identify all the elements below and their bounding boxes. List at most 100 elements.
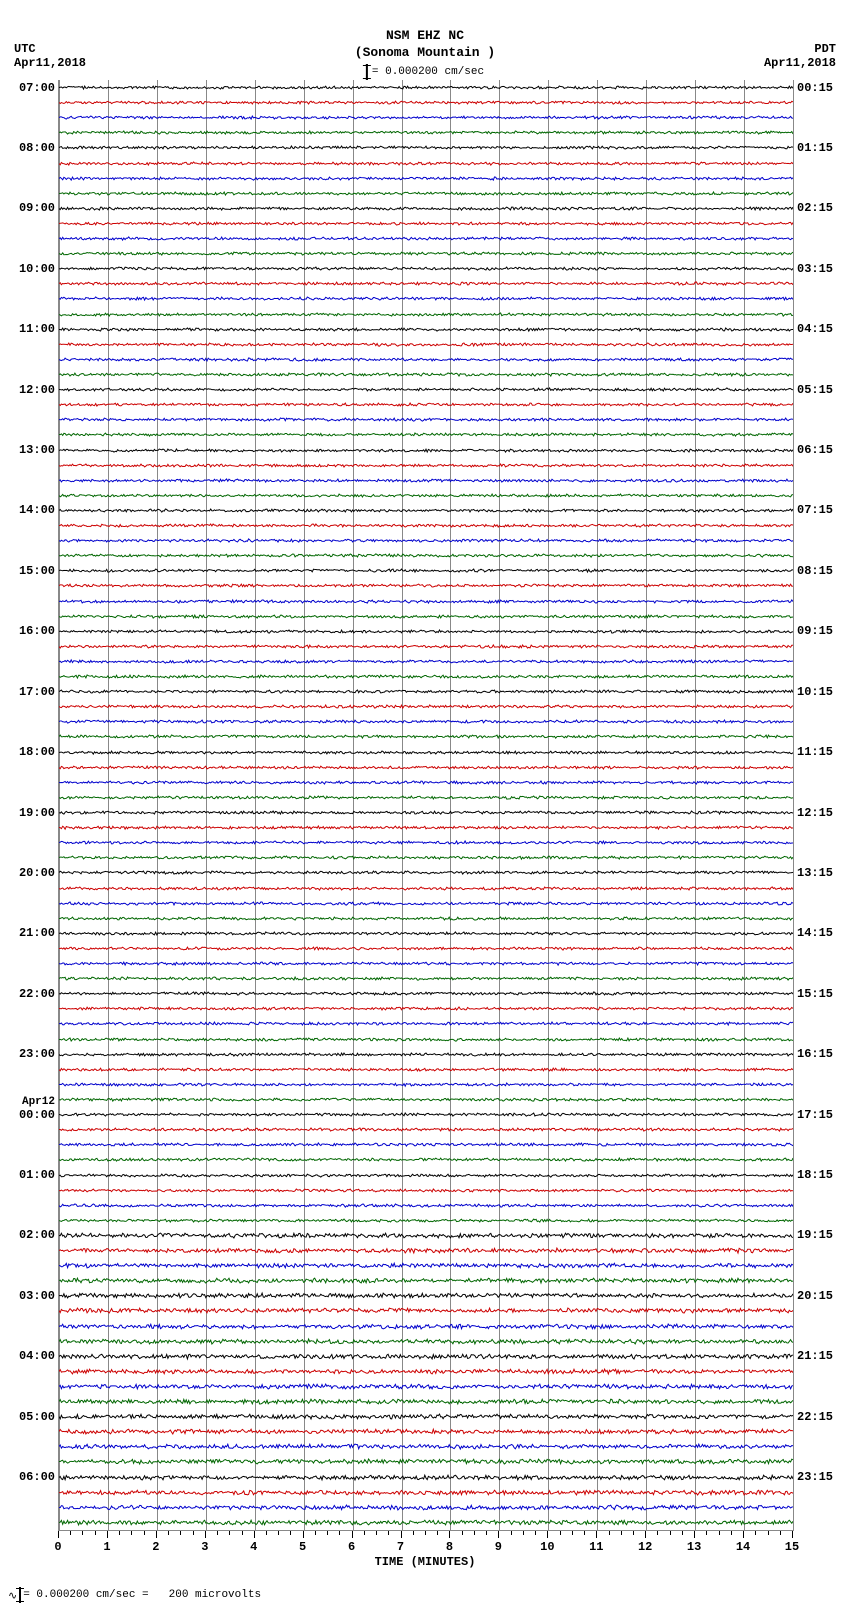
seismic-trace <box>59 1319 793 1334</box>
xtick-minor <box>168 1531 169 1535</box>
seismic-trace: 04:0021:15 <box>59 1349 793 1364</box>
seismic-trace <box>59 352 793 367</box>
xtick <box>107 1531 108 1538</box>
xtick-minor <box>621 1531 622 1535</box>
utc-time-label: 22:00 <box>19 987 59 1001</box>
xtick-minor <box>82 1531 83 1535</box>
seismic-trace <box>59 896 793 911</box>
footer-scale: ∿ = 0.000200 cm/sec = 200 microvolts <box>0 1567 850 1611</box>
xtick-label: 3 <box>201 1540 208 1554</box>
xtick-minor <box>486 1531 487 1535</box>
seismic-trace <box>59 669 793 684</box>
xtick-minor <box>119 1531 120 1535</box>
seismic-trace <box>59 1379 793 1394</box>
gridline <box>744 80 745 1530</box>
pdt-time-label: 12:15 <box>793 806 833 820</box>
xtick-minor <box>229 1531 230 1535</box>
gridline <box>793 80 794 1530</box>
utc-time-label: 23:00 <box>19 1047 59 1061</box>
gridline <box>646 80 647 1530</box>
seismic-trace <box>59 1515 793 1530</box>
xtick-minor <box>572 1531 573 1535</box>
seismic-trace <box>59 231 793 246</box>
xtick-minor <box>755 1531 756 1535</box>
seismic-trace <box>59 156 793 171</box>
seismic-trace <box>59 699 793 714</box>
pdt-time-label: 11:15 <box>793 745 833 759</box>
xtick-label: 5 <box>299 1540 306 1554</box>
seismic-trace <box>59 307 793 322</box>
xtick-label: 8 <box>446 1540 453 1554</box>
seismic-trace <box>59 125 793 140</box>
seismic-trace <box>59 216 793 231</box>
xtick-minor <box>327 1531 328 1535</box>
seismic-trace <box>59 1258 793 1273</box>
seismic-trace: 09:0002:15 <box>59 201 793 216</box>
utc-time-label: 04:00 <box>19 1349 59 1363</box>
utc-time-label: 21:00 <box>19 926 59 940</box>
xtick-label: 2 <box>152 1540 159 1554</box>
xtick <box>792 1531 793 1538</box>
seismic-trace: 07:0000:15 <box>59 80 793 95</box>
pdt-time-label: 15:15 <box>793 987 833 1001</box>
seismic-trace: 21:0014:15 <box>59 926 793 941</box>
xtick-minor <box>315 1531 316 1535</box>
xtick-label: 10 <box>540 1540 554 1554</box>
seismic-trace: 05:0022:15 <box>59 1409 793 1424</box>
seismic-trace: 02:0019:15 <box>59 1228 793 1243</box>
seismic-trace <box>59 956 793 971</box>
seismic-trace <box>59 1183 793 1198</box>
xtick-minor <box>780 1531 781 1535</box>
seismic-trace: 11:0004:15 <box>59 322 793 337</box>
seismic-trace <box>59 171 793 186</box>
seismic-trace <box>59 473 793 488</box>
seismic-trace: 00:00Apr1217:15 <box>59 1107 793 1122</box>
scale-bar-icon <box>366 64 368 80</box>
seismic-trace <box>59 1424 793 1439</box>
xtick-minor <box>609 1531 610 1535</box>
xtick-minor <box>560 1531 561 1535</box>
xtick-minor <box>413 1531 414 1535</box>
xtick-minor <box>535 1531 536 1535</box>
seismic-trace <box>59 95 793 110</box>
xtick-minor <box>242 1531 243 1535</box>
seismic-trace <box>59 488 793 503</box>
xtick-label: 15 <box>785 1540 799 1554</box>
utc-date: Apr11,2018 <box>14 56 86 70</box>
xtick-minor <box>339 1531 340 1535</box>
xtick-minor <box>462 1531 463 1535</box>
pdt-time-label: 09:15 <box>793 624 833 638</box>
scale-legend: = 0.000200 cm/sec <box>366 64 484 80</box>
xtick-minor <box>364 1531 365 1535</box>
xtick <box>254 1531 255 1538</box>
utc-time-label: 03:00 <box>19 1289 59 1303</box>
seismic-trace: 15:0008:15 <box>59 563 793 578</box>
utc-time-label: 05:00 <box>19 1410 59 1424</box>
utc-time-label: 20:00 <box>19 866 59 880</box>
seismic-trace: 10:0003:15 <box>59 261 793 276</box>
gridline <box>450 80 451 1530</box>
utc-time-label: 08:00 <box>19 141 59 155</box>
seismic-trace <box>59 835 793 850</box>
seismic-trace <box>59 820 793 835</box>
station-code: NSM EHZ NC <box>355 28 495 45</box>
seismic-trace <box>59 518 793 533</box>
seismic-trace <box>59 578 793 593</box>
pdt-time-label: 00:15 <box>793 81 833 95</box>
seismic-trace <box>59 427 793 442</box>
xtick-label: 14 <box>736 1540 750 1554</box>
utc-time-label: 16:00 <box>19 624 59 638</box>
xtick-minor <box>437 1531 438 1535</box>
utc-time-label: 17:00 <box>19 685 59 699</box>
xtick-minor <box>180 1531 181 1535</box>
pdt-time-label: 10:15 <box>793 685 833 699</box>
xtick <box>449 1531 450 1538</box>
pdt-time-label: 04:15 <box>793 322 833 336</box>
xtick-label: 12 <box>638 1540 652 1554</box>
xtick <box>694 1531 695 1538</box>
seismic-trace <box>59 1454 793 1469</box>
seismic-trace <box>59 533 793 548</box>
xtick <box>58 1531 59 1538</box>
seismic-trace: 16:0009:15 <box>59 624 793 639</box>
seismic-trace <box>59 1334 793 1349</box>
